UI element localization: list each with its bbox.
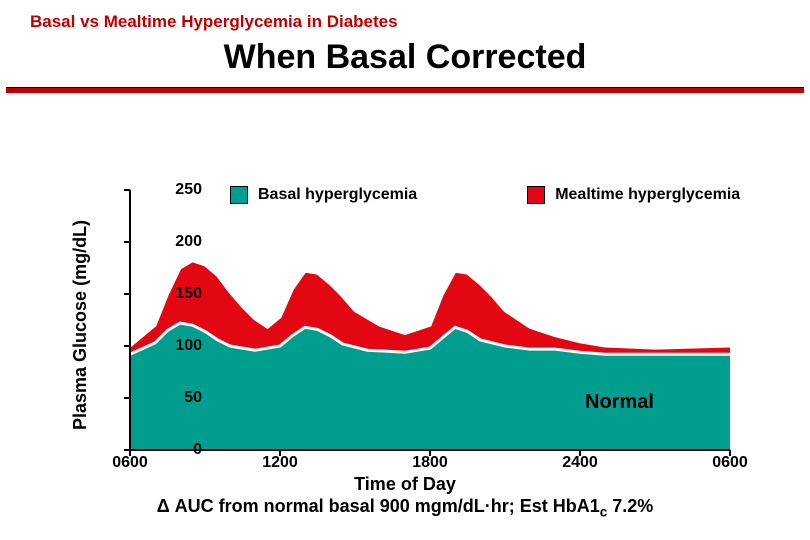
y-tick: 50 [152,389,202,407]
x-tick: 1800 [412,454,448,472]
footer-note: Δ AUC from normal basal 900 mgm/dL·hr; E… [0,496,810,520]
y-tick: 250 [152,181,202,199]
chart: Basal hyperglycemia Mealtime hyperglycem… [0,150,810,470]
x-tick: 0600 [112,454,148,472]
y-axis-label: Plasma Glucose (mg/dL) [70,220,91,430]
x-axis-label: Time of Day [0,474,810,495]
x-tick: 1200 [262,454,298,472]
main-title: When Basal Corrected [0,32,810,87]
y-tick: 150 [152,285,202,303]
x-tick: 2400 [562,454,598,472]
y-tick: 100 [152,337,202,355]
x-tick: 0600 [712,454,748,472]
supertitle: Basal vs Mealtime Hyperglycemia in Diabe… [0,0,810,32]
title-rule [6,87,804,93]
y-tick: 200 [152,233,202,251]
y-tick: 0 [152,441,202,459]
normal-label: Normal [585,391,654,414]
